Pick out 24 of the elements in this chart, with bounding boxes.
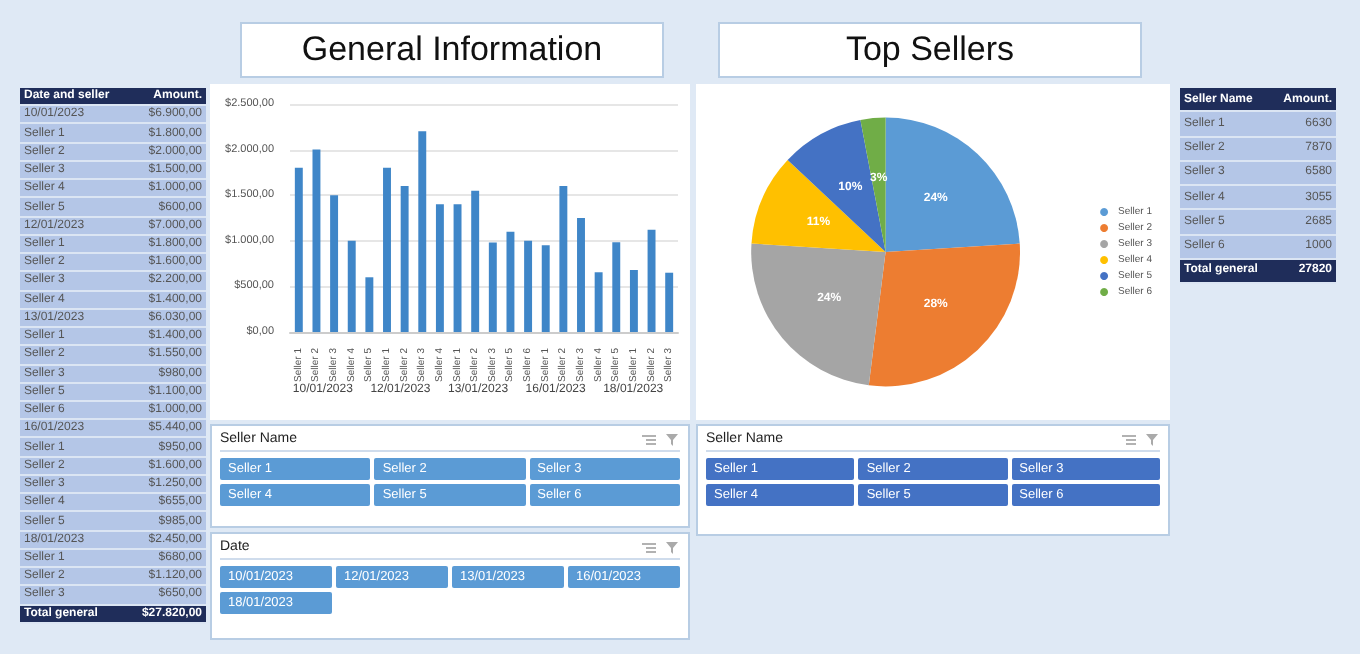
bar — [383, 167, 391, 332]
bar — [665, 272, 674, 332]
bar — [506, 231, 515, 332]
bar — [365, 277, 374, 332]
bar — [559, 186, 568, 332]
bar — [435, 204, 444, 332]
bar — [418, 131, 427, 332]
bar — [612, 242, 621, 332]
chart-title: Top Sellers — [718, 22, 1142, 78]
bar — [471, 190, 480, 332]
bar — [312, 149, 321, 332]
bar — [488, 242, 497, 332]
bar — [647, 229, 656, 332]
chart-title: General Information — [240, 22, 664, 78]
bar — [594, 272, 603, 332]
bar — [453, 204, 462, 332]
bar — [541, 245, 550, 332]
bar — [400, 186, 409, 332]
bar — [347, 240, 356, 332]
bar — [577, 218, 585, 332]
bar — [524, 240, 533, 332]
bar — [330, 195, 339, 332]
bar — [629, 269, 638, 332]
bar — [294, 167, 303, 332]
